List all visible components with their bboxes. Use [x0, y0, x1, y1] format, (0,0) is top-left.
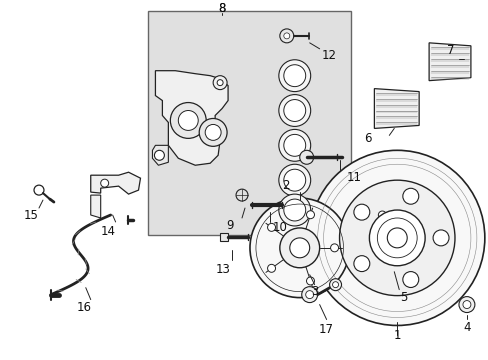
Circle shape	[458, 297, 474, 312]
Circle shape	[199, 118, 226, 146]
Circle shape	[332, 282, 338, 288]
Circle shape	[236, 189, 247, 201]
Text: 5: 5	[400, 291, 407, 304]
Circle shape	[353, 204, 369, 220]
Circle shape	[339, 180, 454, 296]
Polygon shape	[428, 43, 470, 81]
Circle shape	[283, 199, 305, 221]
Text: 6: 6	[363, 132, 370, 145]
Text: 13: 13	[215, 263, 230, 276]
Circle shape	[278, 60, 310, 91]
Circle shape	[283, 100, 305, 121]
Circle shape	[432, 230, 448, 246]
Circle shape	[402, 271, 418, 288]
Polygon shape	[220, 233, 227, 241]
Circle shape	[205, 125, 221, 140]
Circle shape	[306, 211, 314, 219]
Circle shape	[402, 188, 418, 204]
Polygon shape	[374, 195, 390, 272]
Circle shape	[378, 251, 386, 259]
Text: 15: 15	[23, 208, 39, 221]
Circle shape	[462, 301, 470, 309]
Circle shape	[329, 279, 341, 291]
Circle shape	[309, 150, 484, 325]
Circle shape	[278, 129, 310, 161]
Circle shape	[305, 291, 313, 298]
Circle shape	[154, 150, 164, 160]
Polygon shape	[374, 89, 418, 129]
Polygon shape	[155, 71, 227, 165]
Circle shape	[283, 65, 305, 87]
Text: 10: 10	[272, 221, 286, 234]
Text: 4: 4	[462, 321, 470, 334]
Circle shape	[278, 164, 310, 196]
Circle shape	[279, 228, 319, 268]
Circle shape	[330, 244, 338, 252]
Circle shape	[289, 238, 309, 258]
Circle shape	[306, 277, 314, 285]
Circle shape	[299, 150, 313, 164]
Circle shape	[378, 211, 386, 219]
Circle shape	[283, 33, 289, 39]
Polygon shape	[384, 215, 420, 240]
Text: 7: 7	[447, 44, 454, 57]
Text: 11: 11	[346, 171, 361, 184]
Polygon shape	[91, 172, 140, 194]
Polygon shape	[91, 195, 101, 218]
Circle shape	[279, 29, 293, 43]
Text: 14: 14	[101, 225, 116, 238]
Circle shape	[178, 111, 198, 130]
Bar	[148, 11, 351, 235]
Text: 17: 17	[319, 323, 333, 336]
Circle shape	[267, 224, 275, 231]
Text: 8: 8	[218, 3, 225, 15]
Circle shape	[213, 76, 226, 90]
Circle shape	[101, 179, 108, 187]
Text: 12: 12	[322, 49, 336, 62]
Circle shape	[283, 169, 305, 191]
Circle shape	[217, 80, 223, 86]
Text: 1: 1	[393, 329, 400, 342]
Circle shape	[386, 228, 407, 248]
Text: 8: 8	[218, 3, 225, 15]
Text: 2: 2	[282, 179, 289, 192]
Circle shape	[368, 210, 424, 266]
Circle shape	[283, 134, 305, 156]
Circle shape	[353, 256, 369, 271]
Polygon shape	[152, 145, 168, 165]
Circle shape	[278, 194, 310, 226]
Circle shape	[249, 198, 349, 298]
Circle shape	[170, 103, 206, 138]
Circle shape	[278, 95, 310, 126]
Circle shape	[301, 287, 317, 302]
Text: 16: 16	[76, 301, 91, 314]
Text: 9: 9	[226, 220, 233, 233]
Circle shape	[267, 264, 275, 272]
Text: 3: 3	[310, 285, 318, 298]
